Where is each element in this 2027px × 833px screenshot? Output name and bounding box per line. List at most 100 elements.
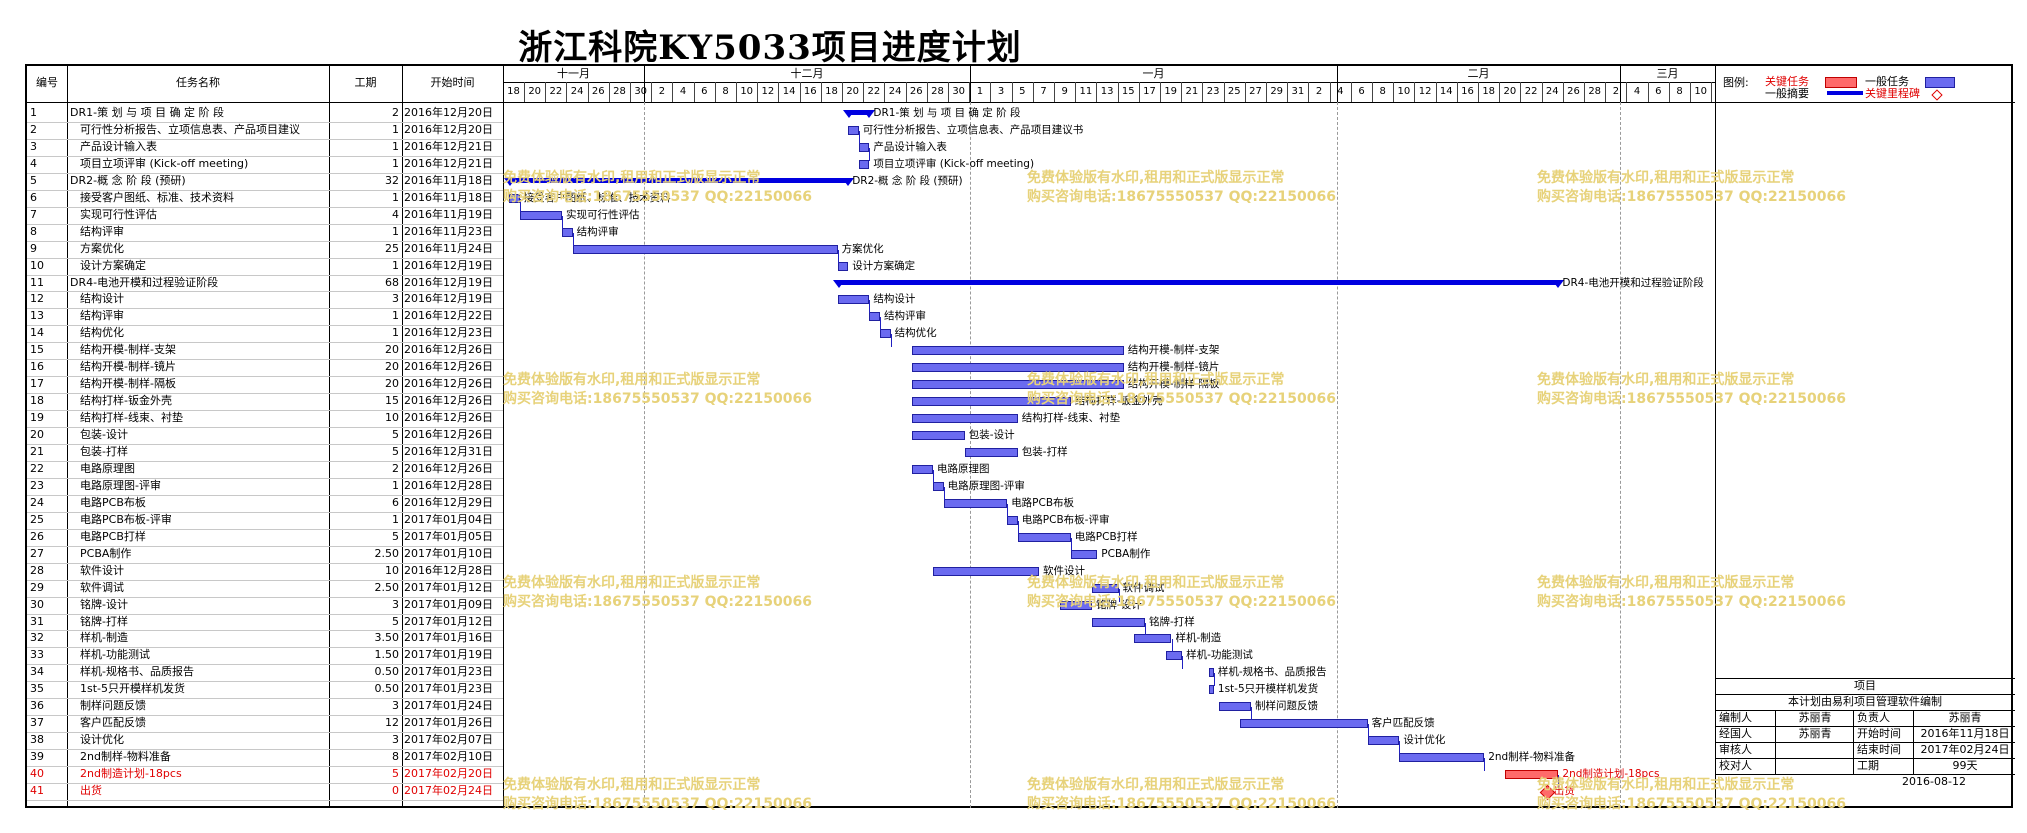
task-number: 19 — [30, 411, 44, 425]
watermark-text: 购买咨询电话:18675550537 QQ:22150066 — [1537, 594, 1846, 610]
task-name: 样机-规格书、品质报告 — [80, 665, 194, 679]
task-bar — [964, 448, 1018, 457]
task-name: 2nd制样-物料准备 — [80, 750, 171, 764]
info-rule — [1715, 726, 2015, 727]
task-name: 包装-设计 — [80, 428, 128, 442]
gantt-task-label: 产品设计输入表 — [873, 140, 947, 153]
dependency-line — [1118, 588, 1120, 602]
task-duration: 68 — [385, 275, 399, 289]
gantt-task-label: 客户匹配反馈 — [1371, 717, 1435, 730]
day-label: 17 — [1143, 86, 1156, 97]
task-number: 41 — [30, 784, 44, 797]
task-bar — [911, 414, 1018, 424]
month-separator — [1337, 102, 1338, 808]
gantt-task-label: 结构打样-钣金外壳 — [1074, 395, 1163, 408]
task-bar — [1208, 685, 1214, 695]
task-start-date: 2017年01月19日 — [404, 648, 493, 662]
task-duration: 5 — [392, 445, 399, 458]
summary-end-cap — [504, 177, 516, 186]
legend-normal-label: 一般任务 — [1865, 75, 1909, 88]
task-duration: 6 — [392, 495, 399, 509]
day-label: 4 — [1337, 86, 1344, 97]
task-bar — [1017, 532, 1071, 542]
table-row — [27, 308, 503, 310]
task-number: 13 — [30, 309, 44, 323]
day-rule — [1075, 82, 1077, 102]
day-rule — [1032, 82, 1034, 102]
task-bar — [1367, 736, 1400, 746]
task-bar — [869, 312, 880, 322]
watermark-text: 购买咨询电话:18675550537 QQ:22150066 — [1027, 594, 1336, 610]
task-number: 24 — [30, 495, 44, 509]
gantt-task-label: 电路PCB打样 — [1074, 530, 1138, 543]
task-bar — [1219, 702, 1251, 712]
task-bar — [1399, 753, 1485, 763]
task-duration: 3 — [392, 292, 399, 306]
task-name: 接受客户图纸、标准、技术资料 — [80, 190, 234, 204]
task-number: 39 — [30, 750, 44, 764]
info-cell: 经国人 — [1719, 727, 1752, 740]
dependency-line — [933, 469, 934, 483]
task-start-date: 2017年01月12日 — [404, 580, 493, 594]
day-label: 10 — [740, 86, 754, 97]
watermark-text: 免费体验版有水印,租用和正式版显示正常 — [1537, 170, 1795, 186]
table-row — [27, 562, 503, 564]
watermark-text: 免费体验版有水印,租用和正式版显示正常 — [503, 777, 761, 793]
dependency-line — [943, 486, 945, 500]
legend-critical-label: 关键任务 — [1765, 75, 1809, 88]
task-number: 5 — [30, 173, 37, 187]
table-row — [27, 511, 503, 513]
day-rule — [778, 82, 780, 102]
dependency-line — [890, 334, 892, 348]
table-row — [27, 647, 503, 649]
month-label: 二月 — [1467, 67, 1490, 80]
day-label: 14 — [1439, 86, 1453, 97]
task-number: 25 — [30, 512, 44, 526]
column-rule — [1715, 66, 1716, 808]
task-start-date: 2017年01月04日 — [404, 512, 493, 526]
day-rule — [1541, 82, 1543, 102]
day-label: 22 — [1524, 86, 1538, 97]
day-rule — [1605, 82, 1607, 102]
day-label: 8 — [1379, 86, 1386, 97]
dependency-line — [1484, 758, 1486, 772]
month-label: 一月 — [1142, 67, 1165, 80]
task-duration: 1 — [392, 139, 399, 153]
task-number: 17 — [30, 377, 44, 391]
task-number: 11 — [30, 275, 44, 289]
day-label: 23 — [1206, 86, 1220, 97]
gantt-task-label: 软件设计 — [1043, 564, 1085, 577]
table-row — [27, 291, 503, 293]
task-number: 22 — [30, 461, 44, 475]
task-start-date: 2016年12月31日 — [404, 445, 493, 458]
table-row — [27, 274, 503, 276]
day-label: 13 — [1100, 86, 1114, 97]
task-duration: 2 — [392, 461, 399, 475]
task-duration: 0.50 — [374, 682, 400, 696]
task-number: 15 — [30, 343, 44, 357]
month-rule — [970, 66, 971, 102]
day-rule — [608, 82, 610, 102]
task-bar — [911, 363, 1124, 373]
day-label: 12 — [1418, 86, 1432, 97]
day-label: 16 — [1461, 86, 1474, 97]
day-rule — [1011, 82, 1013, 102]
info-rule — [1715, 742, 2015, 743]
table-row — [27, 494, 503, 496]
gantt-task-label: 制样问题反馈 — [1255, 700, 1318, 713]
gantt-task-label: DR4-电池开模和过程验证阶段 — [1562, 276, 1704, 289]
gantt-task-label: 设计优化 — [1403, 734, 1446, 747]
day-rule — [736, 82, 737, 102]
day-label: 20 — [528, 86, 542, 97]
task-duration: 1 — [392, 512, 399, 526]
table-row — [27, 664, 503, 666]
task-number: 1 — [30, 106, 37, 119]
task-duration: 1 — [392, 478, 399, 492]
task-bar — [911, 380, 1124, 390]
task-start-date: 2017年01月26日 — [404, 716, 493, 730]
day-rule — [1138, 82, 1140, 102]
task-bar — [572, 244, 838, 254]
day-rule — [1054, 82, 1055, 102]
info-top-rule — [1715, 678, 2015, 679]
task-start-date: 2016年12月20日 — [404, 122, 493, 136]
